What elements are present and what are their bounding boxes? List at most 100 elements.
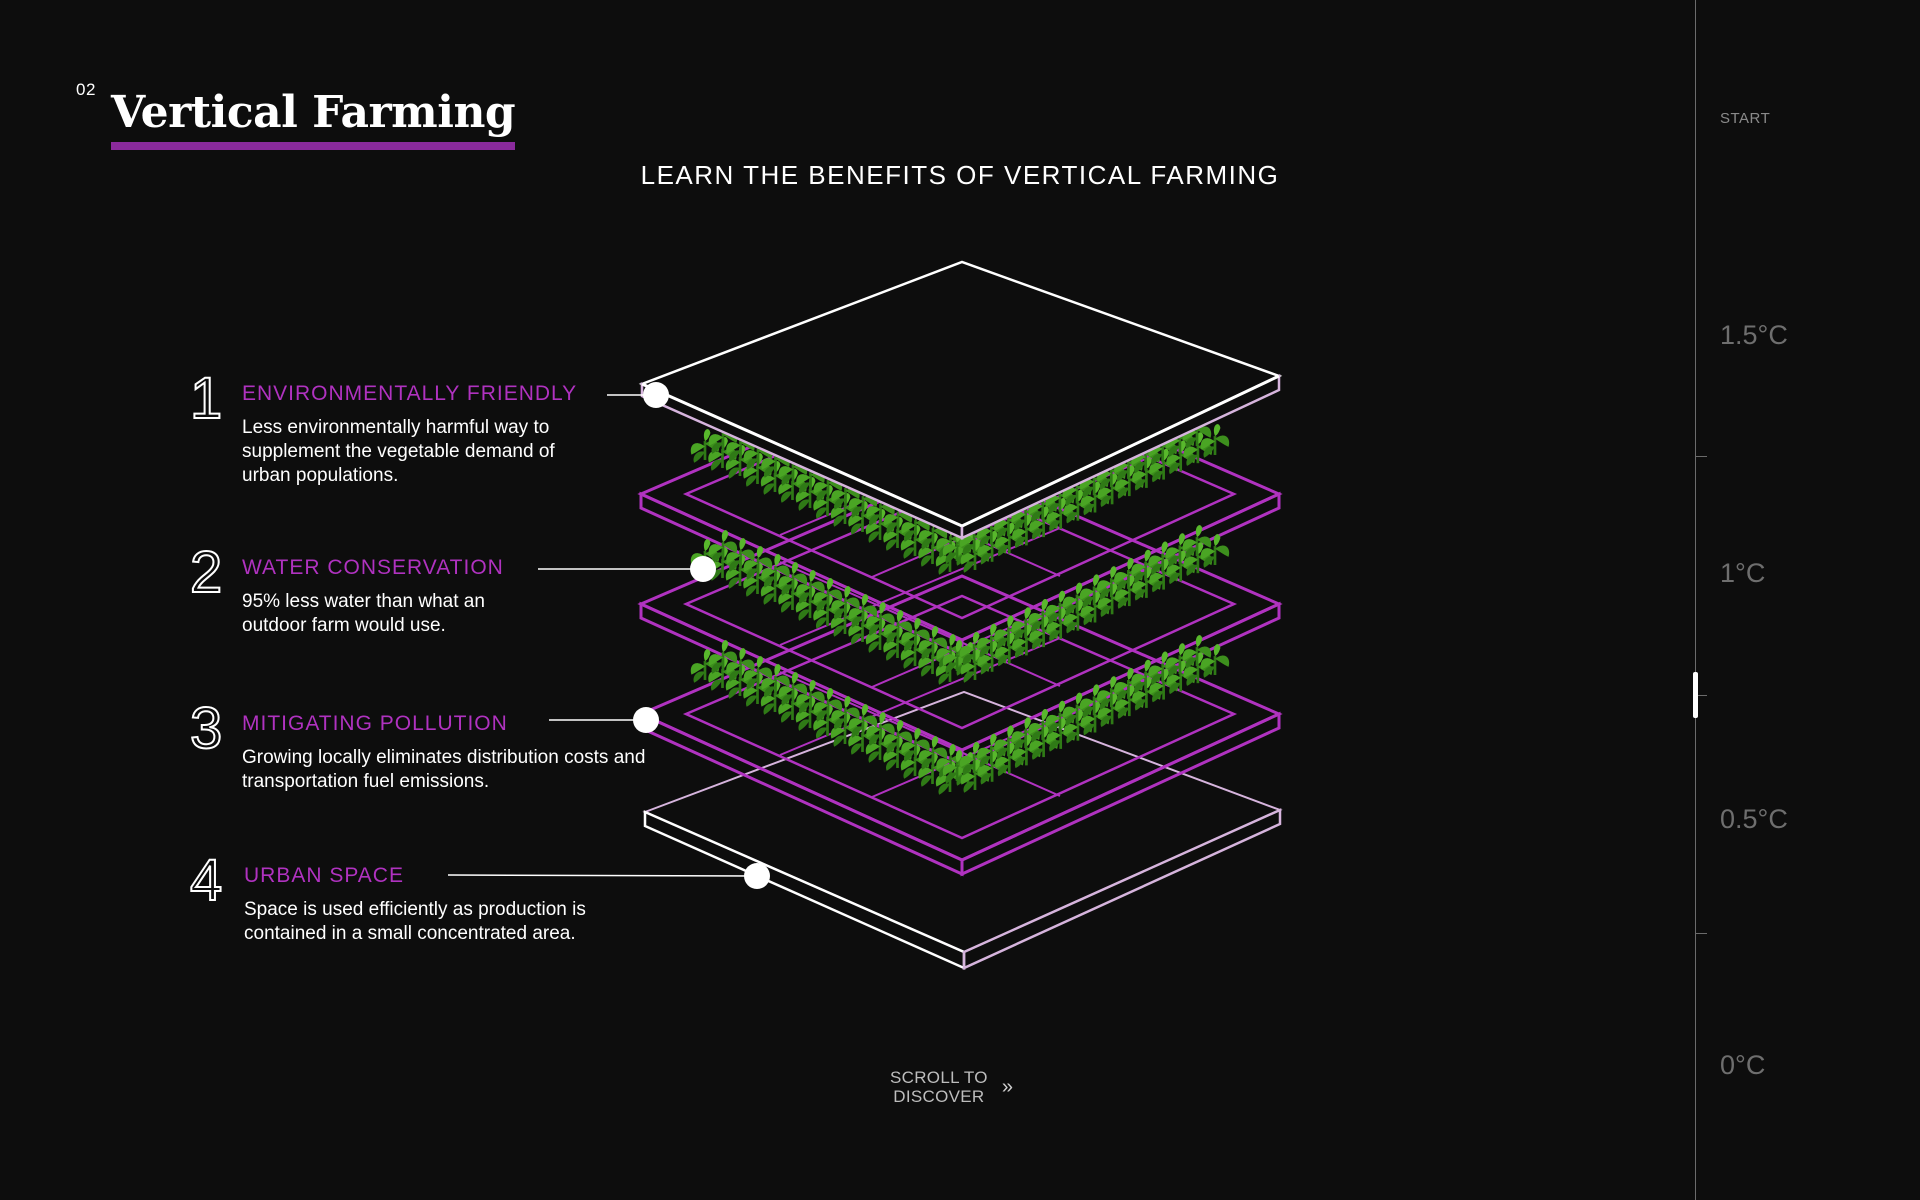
top-lid <box>638 260 1283 540</box>
plant-icon <box>1027 597 1059 634</box>
plant-icon <box>707 528 739 566</box>
plant-icon <box>1199 642 1231 680</box>
plant-icon <box>1062 488 1094 525</box>
plant-icon <box>993 521 1025 558</box>
plant-icon <box>794 678 827 716</box>
plant-icon <box>829 491 861 529</box>
plant-icon <box>689 427 721 465</box>
plant-icon <box>776 467 809 505</box>
plant-icon <box>1044 589 1076 626</box>
plant-icon <box>1182 430 1214 468</box>
plant-icon <box>941 748 973 786</box>
plant-icon <box>1028 614 1060 652</box>
plant-icon <box>917 734 949 772</box>
temperature-rail[interactable] <box>1695 0 1696 1200</box>
plant-icon <box>917 514 949 552</box>
plant-icon <box>794 568 827 606</box>
plant-icon <box>1027 707 1059 744</box>
benefit-title: WATER CONSERVATION <box>242 556 504 579</box>
plant-icon <box>1165 439 1197 476</box>
plant-icon <box>882 608 914 646</box>
rail-label-0-5c[interactable]: 0.5°C <box>1720 804 1788 834</box>
plant-icon <box>794 695 826 733</box>
benefit-number: 2 <box>189 540 223 605</box>
benefit-title: MITIGATING POLLUTION <box>242 712 508 735</box>
plant-icon <box>1028 724 1060 762</box>
rail-label-0c[interactable]: 0°C <box>1720 1050 1766 1080</box>
benefit-title: URBAN SPACE <box>244 864 404 887</box>
plant-icon <box>741 561 774 599</box>
plant-icon <box>959 537 991 575</box>
plant-icon <box>1096 472 1128 509</box>
plant-icon <box>741 451 774 489</box>
hotspot-dot-2[interactable] <box>690 556 716 582</box>
plant-icon <box>899 523 931 561</box>
plant-icon <box>881 735 914 773</box>
plant-icon <box>846 609 879 647</box>
farm-layer-1 <box>637 354 1283 657</box>
plant-icon <box>1113 463 1145 501</box>
hotspot-dot-3[interactable] <box>633 707 659 733</box>
plant-icon <box>706 435 739 473</box>
plant-icon <box>1165 549 1197 586</box>
benefit-description: 95% less water than what an outdoor farm… <box>242 591 485 636</box>
plant-icon <box>847 702 879 740</box>
plant-icon <box>882 718 914 756</box>
plant-icon <box>1027 487 1059 524</box>
plant-icon <box>934 522 967 560</box>
plant-icon <box>829 694 862 732</box>
plant-icon <box>759 569 791 607</box>
plant-icon <box>975 732 1007 769</box>
rail-label-1-5c[interactable]: 1.5°C <box>1720 320 1788 350</box>
plant-icon <box>1062 708 1094 745</box>
plant-icon <box>1130 675 1162 712</box>
plant-icon <box>811 483 844 521</box>
plant-icon <box>812 576 844 614</box>
plant-icon <box>794 458 827 496</box>
plant-icon <box>934 649 966 687</box>
plant-icon <box>846 719 879 757</box>
hotspot-dot-4[interactable] <box>744 863 770 889</box>
rail-tick <box>1695 933 1707 934</box>
plant-icon <box>1095 454 1127 492</box>
plant-icon <box>864 507 896 545</box>
hotspot-dot-1[interactable] <box>643 382 669 408</box>
double-chevron-right-icon: » <box>1001 1076 1013 1098</box>
plant-icon <box>1148 557 1180 594</box>
plant-icon <box>742 654 774 692</box>
plant-icon <box>707 638 739 676</box>
plant-icon <box>899 633 931 671</box>
scroll-to-discover-button[interactable]: SCROLL TO DISCOVER » <box>890 1068 1013 1106</box>
plant-icon <box>724 426 757 464</box>
plant-icon <box>829 474 862 512</box>
plant-icon <box>847 592 879 630</box>
plant-icon <box>934 539 966 577</box>
scroll-text-line1: SCROLL TO <box>890 1068 988 1087</box>
rail-label-1c[interactable]: 1°C <box>1720 558 1766 588</box>
plant-icon <box>1181 633 1213 671</box>
rail-scroll-handle[interactable] <box>1693 672 1698 718</box>
plant-icon <box>952 750 984 788</box>
plant-icon <box>812 686 844 724</box>
plant-icon <box>759 552 792 590</box>
plant-icon <box>706 655 739 693</box>
plant-icon <box>1078 463 1110 500</box>
plant-icon <box>776 687 809 725</box>
plant-icon <box>811 703 844 741</box>
plant-icon <box>777 670 809 708</box>
plant-icon <box>1079 590 1111 627</box>
plant-icon <box>1010 605 1042 643</box>
plant-icon <box>1130 455 1162 492</box>
rail-start-label[interactable]: START <box>1720 110 1771 127</box>
plant-icon <box>1181 413 1213 451</box>
plant-icon <box>811 593 844 631</box>
plant-icon <box>959 647 991 685</box>
plant-icon <box>741 671 774 709</box>
plant-icon <box>1130 438 1162 475</box>
plant-icon <box>1147 650 1179 687</box>
farm-layer-3 <box>637 574 1283 877</box>
plant-icon <box>724 553 756 591</box>
farm-layer-2 <box>637 464 1283 767</box>
plant-icon <box>1078 573 1110 610</box>
